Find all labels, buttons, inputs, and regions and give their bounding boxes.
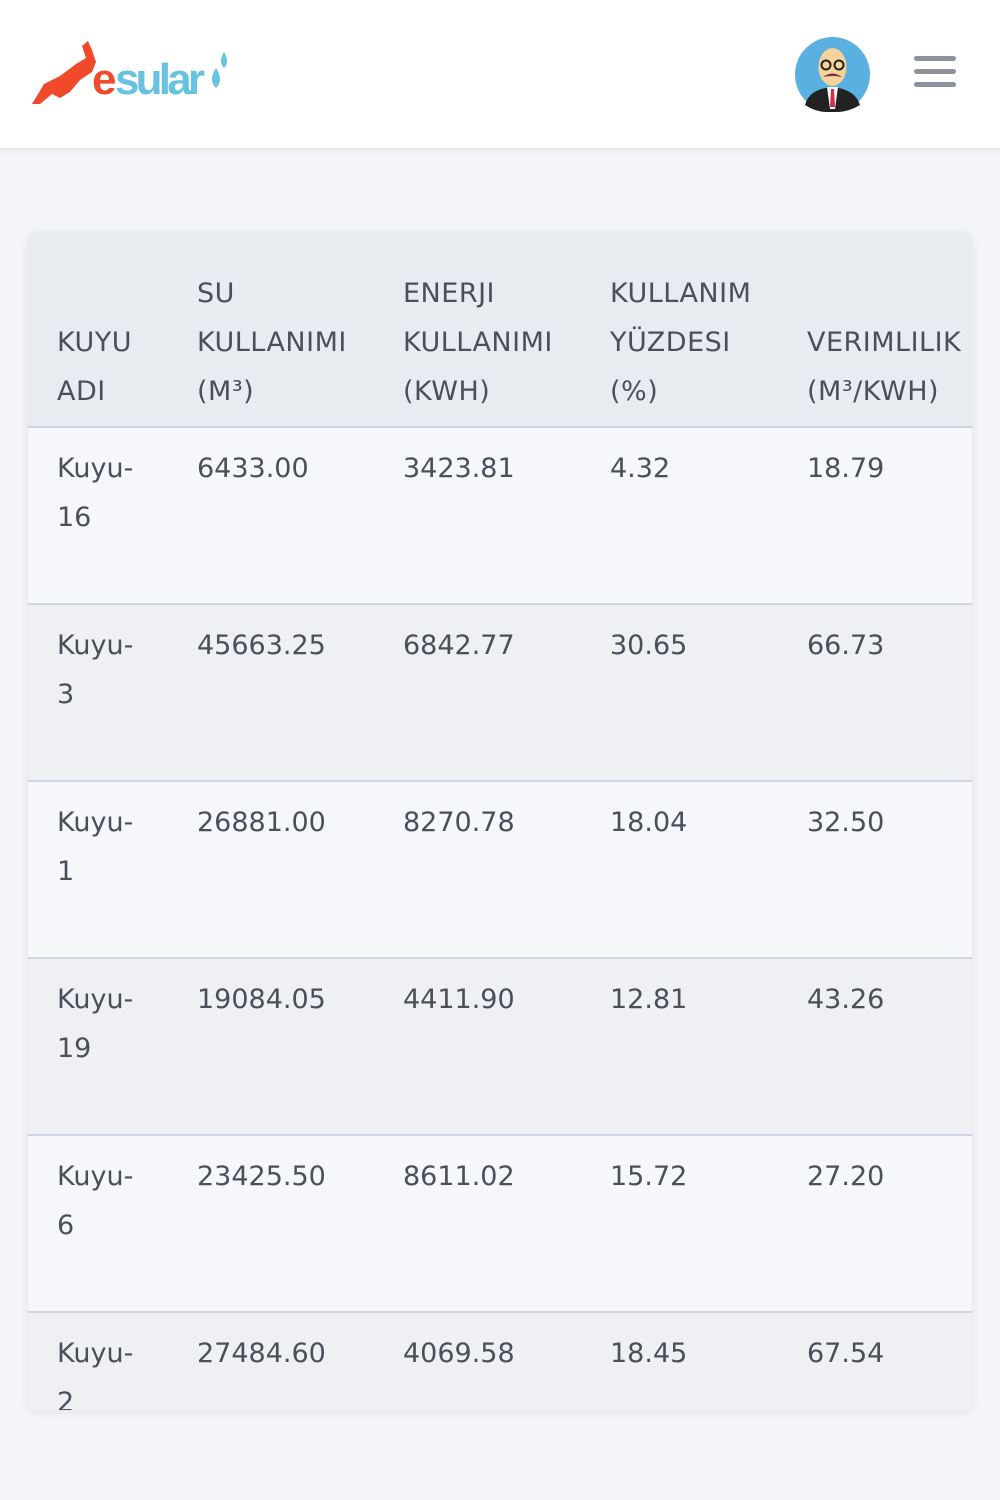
cell-usage-percent: 4.32 bbox=[610, 427, 807, 605]
cell-efficiency: 32.50 bbox=[807, 781, 972, 959]
header-line: (%) bbox=[610, 376, 659, 407]
cell-text: 27.20 bbox=[807, 1161, 885, 1192]
cell-water-usage: 27484.60 bbox=[197, 1312, 403, 1410]
cell-text: 30.65 bbox=[610, 630, 688, 661]
header-line: (M³) bbox=[197, 376, 255, 407]
esular-logo[interactable]: e sular bbox=[30, 38, 230, 108]
hamburger-menu-icon[interactable] bbox=[914, 56, 956, 88]
user-avatar[interactable] bbox=[795, 37, 870, 112]
cell-usage-percent: 18.45 bbox=[610, 1312, 807, 1410]
cell-text: 66.73 bbox=[807, 630, 885, 661]
table-row: Kuyu-16 6433.00 3423.81 4.32 18.79 bbox=[28, 427, 972, 605]
cell-well-name: Kuyu-2 bbox=[28, 1312, 197, 1410]
cell-efficiency: 66.73 bbox=[807, 604, 972, 782]
header-line: KUYU bbox=[57, 327, 132, 358]
top-navbar: e sular bbox=[0, 0, 1000, 150]
cell-well-name: Kuyu-1 bbox=[28, 781, 197, 959]
cell-water-usage: 45663.25 bbox=[197, 604, 403, 782]
cell-well-name: Kuyu-6 bbox=[28, 1135, 197, 1313]
table-row: Kuyu-2 27484.60 4069.58 18.45 67.54 bbox=[28, 1312, 972, 1410]
cell-text: 3423.81 bbox=[403, 453, 515, 484]
cell-well-name: Kuyu-16 bbox=[28, 427, 197, 605]
header-line: KULLANIMI bbox=[403, 327, 553, 358]
cell-text: 4.32 bbox=[610, 453, 671, 484]
cell-energy-usage: 3423.81 bbox=[403, 427, 610, 605]
cell-text: 23425.50 bbox=[197, 1161, 326, 1192]
cell-text: 8270.78 bbox=[403, 807, 515, 838]
cell-usage-percent: 15.72 bbox=[610, 1135, 807, 1313]
header-line: (M³/KWH) bbox=[807, 376, 940, 407]
cell-text: Kuyu-2 bbox=[57, 1338, 134, 1410]
column-header-efficiency: VERIMLILIK (M³/KWH) bbox=[807, 232, 972, 428]
header-line: YÜZDESI bbox=[610, 327, 731, 358]
cell-well-name: Kuyu-19 bbox=[28, 958, 197, 1136]
table-row: Kuyu-6 23425.50 8611.02 15.72 27.20 bbox=[28, 1135, 972, 1313]
cell-water-usage: 23425.50 bbox=[197, 1135, 403, 1313]
cell-text: 45663.25 bbox=[197, 630, 326, 661]
cell-usage-percent: 30.65 bbox=[610, 604, 807, 782]
cell-text: Kuyu-6 bbox=[57, 1161, 134, 1241]
table-row: Kuyu-1 26881.00 8270.78 18.04 32.50 bbox=[28, 781, 972, 959]
table-header-row: KUYU ADI SU KULLANIMI (M³) ENERJI KULLANIMI (… bbox=[28, 232, 972, 428]
cell-text: 27484.60 bbox=[197, 1338, 326, 1369]
cell-text: 4411.90 bbox=[403, 984, 515, 1015]
cell-usage-percent: 18.04 bbox=[610, 781, 807, 959]
column-header-usage-percent: KULLANIM YÜZDESI (%) bbox=[610, 232, 807, 428]
cell-text: 26881.00 bbox=[197, 807, 326, 838]
header-line: KULLANIMI bbox=[197, 327, 347, 358]
cell-text: 18.79 bbox=[807, 453, 885, 484]
table-row: Kuyu-3 45663.25 6842.77 30.65 66.73 bbox=[28, 604, 972, 782]
cell-text: 6842.77 bbox=[403, 630, 515, 661]
cell-efficiency: 43.26 bbox=[807, 958, 972, 1136]
cell-text: 43.26 bbox=[807, 984, 885, 1015]
cell-usage-percent: 12.81 bbox=[610, 958, 807, 1136]
cell-water-usage: 6433.00 bbox=[197, 427, 403, 605]
table-row: Kuyu-19 19084.05 4411.90 12.81 43.26 bbox=[28, 958, 972, 1136]
cell-water-usage: 19084.05 bbox=[197, 958, 403, 1136]
header-line: KULLANIM bbox=[610, 278, 752, 309]
cell-energy-usage: 4069.58 bbox=[403, 1312, 610, 1410]
cell-text: 6433.00 bbox=[197, 453, 309, 484]
cell-efficiency: 27.20 bbox=[807, 1135, 972, 1313]
cell-water-usage: 26881.00 bbox=[197, 781, 403, 959]
cell-text: Kuyu-1 bbox=[57, 807, 134, 887]
header-line: (KWH) bbox=[403, 376, 491, 407]
cell-efficiency: 67.54 bbox=[807, 1312, 972, 1410]
cell-energy-usage: 6842.77 bbox=[403, 604, 610, 782]
cell-text: 18.04 bbox=[610, 807, 688, 838]
well-usage-table: KUYU ADI SU KULLANIMI (M³) ENERJI KULLANIMI (… bbox=[28, 232, 972, 1410]
header-line: SU bbox=[197, 278, 235, 309]
cell-text: 19084.05 bbox=[197, 984, 326, 1015]
cell-text: Kuyu-16 bbox=[57, 453, 134, 533]
cell-energy-usage: 8611.02 bbox=[403, 1135, 610, 1313]
svg-text:e: e bbox=[92, 55, 116, 104]
cell-text: Kuyu-19 bbox=[57, 984, 134, 1064]
cell-energy-usage: 4411.90 bbox=[403, 958, 610, 1136]
cell-efficiency: 18.79 bbox=[807, 427, 972, 605]
cell-text: 18.45 bbox=[610, 1338, 688, 1369]
column-header-energy-usage: ENERJI KULLANIMI (KWH) bbox=[403, 232, 610, 428]
column-header-well-name: KUYU ADI bbox=[28, 232, 197, 428]
cell-text: 67.54 bbox=[807, 1338, 885, 1369]
cell-text: 15.72 bbox=[610, 1161, 688, 1192]
header-line: ADI bbox=[57, 376, 106, 407]
cell-text: Kuyu-3 bbox=[57, 630, 134, 710]
cell-text: 4069.58 bbox=[403, 1338, 515, 1369]
cell-text: 32.50 bbox=[807, 807, 885, 838]
cell-text: 12.81 bbox=[610, 984, 688, 1015]
header-line: ENERJI bbox=[403, 278, 496, 309]
svg-text:sular: sular bbox=[115, 55, 205, 104]
cell-text: 8611.02 bbox=[403, 1161, 515, 1192]
cell-well-name: Kuyu-3 bbox=[28, 604, 197, 782]
well-usage-table-card: KUYU ADI SU KULLANIMI (M³) ENERJI KULLANIMI (… bbox=[28, 232, 972, 1410]
cell-energy-usage: 8270.78 bbox=[403, 781, 610, 959]
header-line: VERIMLILIK bbox=[807, 327, 962, 358]
column-header-water-usage: SU KULLANIMI (M³) bbox=[197, 232, 403, 428]
